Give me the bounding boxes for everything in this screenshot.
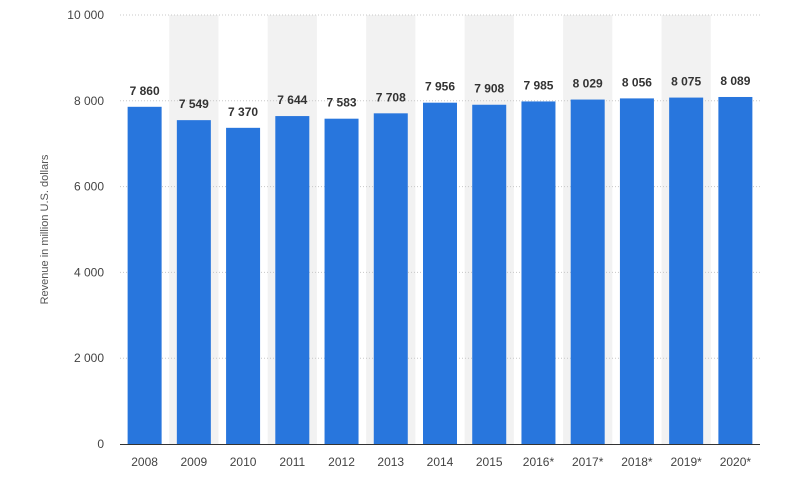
bar[interactable] bbox=[226, 127, 261, 445]
bar-value-label: 8 056 bbox=[622, 75, 652, 89]
bar[interactable] bbox=[521, 101, 556, 445]
bar-value-label: 8 029 bbox=[573, 77, 603, 91]
x-tick-label: 2011 bbox=[279, 455, 305, 469]
bar[interactable] bbox=[324, 118, 359, 444]
x-tick-label: 2016* bbox=[523, 455, 555, 469]
bar-value-label: 8 089 bbox=[720, 74, 750, 88]
x-tick-label: 2014 bbox=[427, 455, 454, 469]
y-axis: 0 2 000 4 000 6 000 8 000 10 000 bbox=[67, 8, 104, 451]
bar-value-label: 7 908 bbox=[474, 82, 504, 96]
bar-value-label: 7 956 bbox=[425, 80, 455, 94]
bar-value-label: 7 985 bbox=[523, 78, 553, 92]
bar[interactable] bbox=[176, 120, 211, 445]
x-tick-label: 2017* bbox=[572, 455, 604, 469]
bar[interactable] bbox=[472, 104, 507, 445]
x-tick-label: 2015 bbox=[476, 455, 503, 469]
x-tick-label: 2013 bbox=[377, 455, 404, 469]
y-tick-label: 6 000 bbox=[74, 180, 104, 194]
y-tick-label: 8 000 bbox=[74, 94, 104, 108]
x-tick-label: 2009 bbox=[180, 455, 207, 469]
bar-value-label: 7 549 bbox=[179, 97, 209, 111]
bar-value-label: 8 075 bbox=[671, 75, 701, 89]
bar-value-label: 7 708 bbox=[376, 90, 406, 104]
bar[interactable] bbox=[669, 97, 704, 445]
bar-value-label: 7 583 bbox=[327, 96, 357, 110]
bar-value-label: 7 644 bbox=[277, 93, 307, 107]
bar-value-label: 7 860 bbox=[130, 84, 160, 98]
bar[interactable] bbox=[275, 116, 310, 445]
y-tick-label: 10 000 bbox=[67, 8, 104, 22]
x-tick-label: 2010 bbox=[230, 455, 257, 469]
x-tick-label: 2012 bbox=[328, 455, 355, 469]
x-axis: 2008 2009 2010 2011 2012 2013 2014 2015 2016* 201… bbox=[120, 444, 760, 469]
x-tick-label: 2020* bbox=[720, 455, 752, 469]
bars bbox=[127, 96, 753, 445]
x-tick-label: 2008 bbox=[131, 455, 158, 469]
bar-value-label: 7 370 bbox=[228, 105, 258, 119]
x-tick-label: 2019* bbox=[670, 455, 702, 469]
bar[interactable] bbox=[423, 102, 457, 445]
y-tick-label: 0 bbox=[97, 437, 104, 451]
value-labels: 7 860 7 549 7 370 7 644 7 583 7 708 7 956 7 908… bbox=[130, 74, 751, 119]
y-tick-label: 2 000 bbox=[74, 351, 104, 365]
y-axis-title: Revenue in million U.S. dollars bbox=[39, 154, 51, 304]
x-tick-label: 2018* bbox=[621, 455, 653, 469]
bar[interactable] bbox=[127, 106, 162, 444]
bar[interactable] bbox=[619, 98, 654, 445]
bar[interactable] bbox=[570, 99, 605, 444]
y-tick-label: 4 000 bbox=[74, 265, 104, 279]
bar[interactable] bbox=[373, 113, 408, 445]
bar[interactable] bbox=[718, 96, 753, 444]
